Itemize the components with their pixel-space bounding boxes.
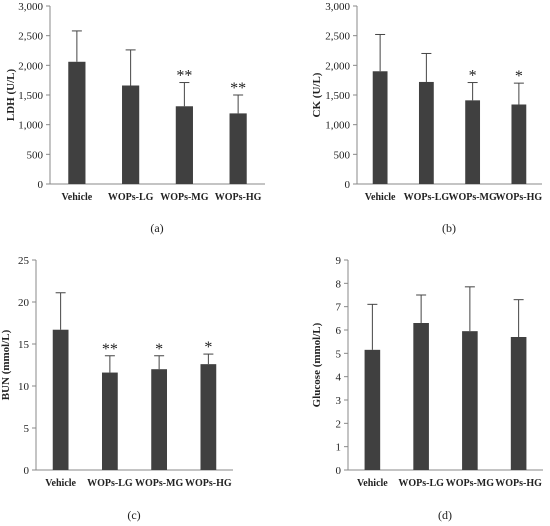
y-tick-label: 2 [336, 418, 342, 430]
x-tick-label: WOPs-LG [398, 478, 444, 489]
y-tick-label: 15 [18, 339, 30, 351]
bar-vehicle [52, 329, 69, 470]
x-tick-label: WOPs-HG [496, 192, 543, 203]
y-tick-label: 2,000 [18, 60, 43, 72]
x-tick-label: WOPs-LG [404, 192, 450, 203]
y-axis-label: BUN (mmol/L) [0, 329, 12, 400]
chart-panel-2: 0 500 1,000 1,500 2,000 2,500 3,000 CK (U/L) Veh… [311, 1, 542, 235]
y-axis-label: Glucose (mmol/L) [311, 322, 323, 407]
y-tick-label: 7 [336, 302, 342, 314]
x-tick-label: Vehicle [62, 192, 93, 203]
bar-wops-hg [511, 104, 527, 184]
bar-wops-hg [510, 337, 527, 470]
x-tick-label: WOPs-MG [160, 192, 209, 203]
x-tick-label: Vehicle [365, 192, 396, 203]
panel-label: (d) [438, 508, 452, 522]
significance-marker: ** [176, 68, 192, 85]
panel-label: (b) [442, 221, 456, 235]
y-tick-label: 6 [336, 325, 342, 337]
y-tick-label: 500 [27, 149, 44, 161]
y-tick-label: 2,500 [18, 31, 43, 43]
chart-panel-1: 0 500 1,000 1,500 2,000 2,500 3,000 LDH (U/L) Ve… [5, 1, 265, 235]
y-tick-label: 10 [18, 381, 30, 393]
y-tick-label: 5 [336, 348, 342, 360]
y-tick-label: 2,500 [325, 31, 350, 43]
bar-wops-lg [413, 323, 429, 470]
bar-vehicle [372, 71, 388, 184]
bar-vehicle [68, 61, 86, 185]
panel-label: (a) [150, 221, 163, 235]
y-tick-label: 0 [345, 179, 351, 191]
significance-marker: * [515, 68, 523, 85]
panel-label: (c) [127, 508, 140, 522]
y-tick-label: 8 [336, 278, 342, 290]
x-tick-label: WOPs-LG [108, 192, 154, 203]
x-tick-label: WOPs-MG [135, 478, 184, 489]
bar-wops-hg [229, 113, 247, 184]
bar-wops-mg [462, 331, 478, 470]
significance-marker: * [155, 341, 163, 358]
y-tick-label: 5 [24, 423, 30, 435]
y-tick-label: 500 [334, 149, 351, 161]
x-tick-label: WOPs-MG [448, 192, 497, 203]
x-tick-label: WOPs-LG [87, 478, 133, 489]
y-tick-label: 1 [336, 442, 342, 454]
y-tick-label: 9 [336, 255, 342, 267]
y-tick-label: 1,500 [325, 90, 350, 102]
bar-wops-mg [175, 106, 193, 184]
y-axis-label: CK (U/L) [311, 72, 323, 117]
significance-marker: * [204, 339, 212, 356]
y-tick-label: 0 [24, 465, 30, 477]
x-tick-label: WOPs-MG [446, 478, 495, 489]
bar-wops-lg [418, 81, 434, 184]
y-tick-label: 1,500 [18, 90, 43, 102]
y-tick-label: 1,000 [18, 120, 43, 132]
y-tick-label: 25 [18, 255, 30, 267]
significance-marker: * [469, 68, 477, 85]
y-tick-label: 0 [38, 179, 44, 191]
y-axis-label: LDH (U/L) [5, 69, 17, 122]
chart-panel-4: 0 1 2 3 4 5 6 7 8 9 Glucose (mmol/L) Vehicle WOPs-LG… [311, 255, 543, 522]
x-tick-label: WOPs-HG [215, 192, 262, 203]
x-tick-label: Vehicle [357, 478, 388, 489]
bar-wops-lg [122, 85, 140, 184]
chart-panel-3: 0 5 10 15 20 25 BUN (mmol/L) Vehicle ** WOPs-LG * W… [0, 255, 233, 522]
bar-wops-hg [200, 364, 217, 470]
bar-wops-mg [465, 100, 481, 184]
bar-wops-mg [151, 369, 168, 470]
y-tick-label: 3,000 [325, 1, 350, 13]
y-tick-label: 3,000 [18, 1, 43, 13]
significance-marker: ** [230, 80, 246, 97]
y-tick-label: 20 [18, 297, 30, 309]
y-tick-label: 2,000 [325, 60, 350, 72]
x-tick-label: WOPs-HG [185, 478, 232, 489]
bar-vehicle [364, 349, 381, 470]
significance-marker: ** [102, 341, 118, 358]
y-tick-label: 0 [336, 465, 342, 477]
x-tick-label: Vehicle [45, 478, 76, 489]
x-tick-label: WOPs-HG [495, 478, 542, 489]
y-tick-label: 4 [336, 372, 342, 384]
y-tick-label: 1,000 [325, 120, 350, 132]
y-tick-label: 3 [336, 395, 342, 407]
bar-wops-lg [101, 372, 118, 470]
